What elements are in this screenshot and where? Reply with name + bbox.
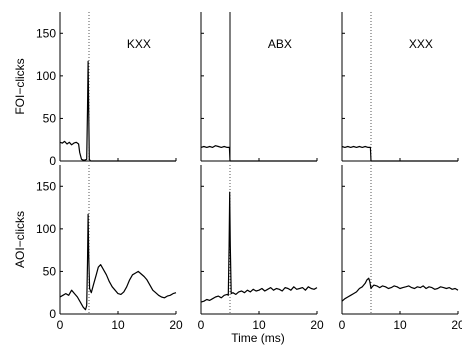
panel-label: XXX: [409, 37, 433, 51]
y-tick-label: 100: [36, 222, 56, 236]
y-tick-label: 0: [49, 307, 56, 321]
series-line: [59, 60, 176, 162]
x-tick-label: 20: [169, 318, 183, 332]
panel-r0-c0: 0 50 100 150 KXX: [36, 12, 177, 168]
series-line: [341, 277, 459, 302]
x-tick-label: 10: [111, 318, 125, 332]
series-line: [200, 191, 318, 303]
x-tick-label: 0: [57, 318, 64, 332]
y-tick-label: 50: [43, 264, 57, 278]
row-ylabel: AOI−clicks: [13, 211, 27, 268]
x-axis-label: Time (ms): [231, 331, 285, 345]
y-tick-label: 150: [36, 179, 56, 193]
x-tick-label: 20: [451, 318, 462, 332]
panel-r0-c1: ABX: [200, 12, 318, 162]
x-tick-label: 0: [198, 318, 205, 332]
y-tick-label: 0: [49, 154, 56, 168]
y-tick-label: 150: [36, 26, 56, 40]
x-tick-label: 10: [393, 318, 407, 332]
panels-layer: 0 50 100 150 KXX ABX XXX 0 50 100 150 0 10 20 0 10 20 0 10…: [13, 12, 462, 332]
panel-r1-c2: 0 10 20: [339, 165, 462, 332]
series-line: [200, 145, 317, 162]
series-line: [341, 145, 458, 162]
x-tick-label: 10: [252, 318, 266, 332]
panel-r1-c1: 0 10 20: [198, 165, 324, 332]
series-line: [59, 213, 177, 311]
x-tick-label: 0: [339, 318, 346, 332]
panel-r0-c2: XXX: [341, 12, 459, 162]
x-tick-label: 20: [310, 318, 324, 332]
panel-label: KXX: [127, 37, 151, 51]
y-tick-label: 50: [43, 111, 57, 125]
row-ylabel: FOI−clicks: [13, 58, 27, 114]
panel-r1-c0: 0 50 100 150 0 10 20: [36, 165, 183, 332]
panel-label: ABX: [268, 37, 292, 51]
y-tick-label: 100: [36, 69, 56, 83]
